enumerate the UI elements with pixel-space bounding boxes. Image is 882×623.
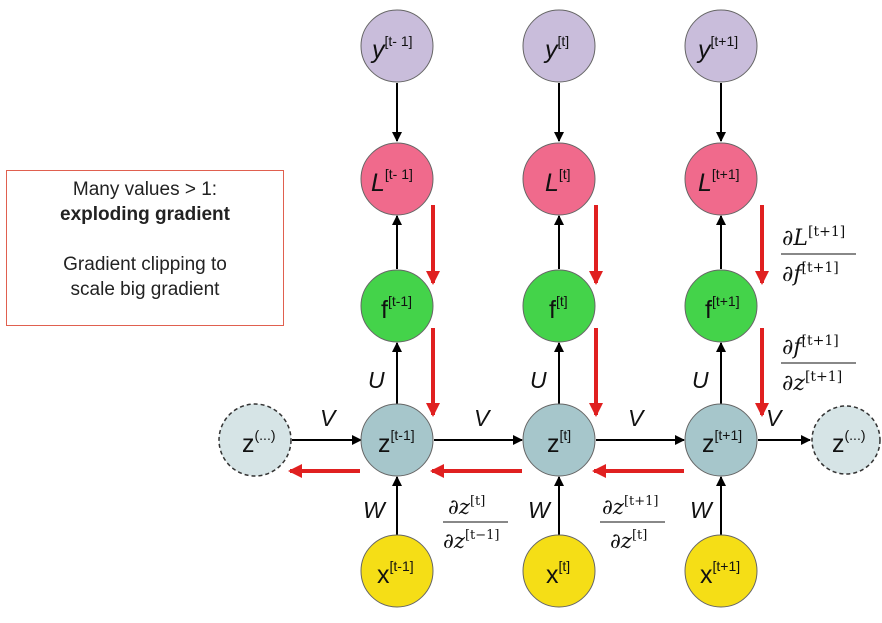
weight-w-2: W — [528, 497, 552, 523]
f-node-2 — [522, 269, 596, 343]
x-label-1: x[t-1] — [377, 558, 414, 589]
z-label-3: z[t+1] — [702, 427, 742, 458]
svg-text:∂z[t]: ∂z[t] — [610, 528, 647, 553]
z-node-next — [811, 405, 881, 475]
weight-w-3: W — [690, 497, 714, 523]
weight-w-1: W — [363, 497, 387, 523]
x-label-3: x[t+1] — [700, 558, 740, 589]
weight-v-3: V — [628, 405, 646, 431]
y-label-1: y[t- 1] — [370, 33, 413, 64]
weight-u-1: U — [368, 367, 385, 393]
z-label-1: z[t-1] — [378, 427, 415, 458]
weight-u-2: U — [530, 367, 547, 393]
z-node-1 — [360, 403, 434, 477]
weight-u-3: U — [692, 367, 709, 393]
loss-node-1 — [360, 142, 434, 216]
output-nodes: y[t- 1] y[t] y[t+1] — [360, 9, 758, 83]
svg-text:∂f[t+1]: ∂f[t+1] — [782, 260, 839, 287]
hidden-nodes: z(...) z[t-1] z[t] z[t+1] z(...) — [218, 403, 881, 477]
gradient-dL-df: ∂L[t+1] ∂f[t+1] — [781, 224, 856, 287]
y-label-2: y[t] — [543, 33, 569, 64]
loss-label-2: L[t] — [545, 166, 571, 197]
weight-v-4: V — [766, 405, 784, 431]
x-label-2: x[t] — [546, 558, 570, 589]
weight-v-1: V — [320, 405, 338, 431]
z-label-prev: z(...) — [242, 427, 276, 458]
z-label-2: z[t] — [547, 427, 571, 458]
weight-labels: U U U V V V V W W W — [320, 367, 784, 523]
svg-text:∂z[t]: ∂z[t] — [448, 494, 485, 519]
z-label-next: z(...) — [832, 427, 866, 458]
loss-label-1: L[t- 1] — [371, 166, 413, 197]
f-node-3 — [684, 269, 758, 343]
x-node-2 — [522, 534, 596, 608]
y-node-3 — [684, 9, 758, 83]
loss-node-2 — [522, 142, 596, 216]
f-label-2: f[t] — [549, 293, 568, 324]
note-line-3: Gradient clipping to — [63, 254, 227, 275]
gradient-df-dz: ∂f[t+1] ∂z[t+1] — [781, 333, 856, 396]
svg-text:∂z[t−1]: ∂z[t−1] — [443, 528, 499, 553]
z-node-2 — [522, 403, 596, 477]
y-node-2 — [522, 9, 596, 83]
note-line-4: scale big gradient — [70, 279, 220, 300]
note-line-2: exploding gradient — [60, 204, 230, 225]
svg-text:∂z[t+1]: ∂z[t+1] — [782, 369, 842, 396]
f-node-1 — [360, 269, 434, 343]
activation-nodes: f[t-1] f[t] f[t+1] — [360, 269, 758, 343]
note-line-1: Many values > 1: — [72, 179, 218, 200]
weight-v-2: V — [474, 405, 492, 431]
svg-text:∂L[t+1]: ∂L[t+1] — [782, 224, 845, 251]
forward-arrows — [292, 83, 811, 538]
loss-node-3 — [684, 142, 758, 216]
note-box: Many values > 1: exploding gradient Grad… — [6, 170, 284, 326]
y-node-1 — [360, 9, 434, 83]
gradient-dz-dz-1: ∂z[t] ∂z[t−1] — [443, 494, 508, 553]
input-nodes: x[t-1] x[t] x[t+1] — [360, 534, 758, 608]
z-node-3 — [684, 403, 758, 477]
backprop-arrows — [288, 205, 769, 478]
svg-text:∂f[t+1]: ∂f[t+1] — [782, 333, 839, 360]
f-label-3: f[t+1] — [705, 293, 740, 324]
loss-nodes: L[t- 1] L[t] L[t+1] — [360, 142, 758, 216]
gradient-dz-dz-2: ∂z[t+1] ∂z[t] — [600, 494, 665, 553]
loss-label-3: L[t+1] — [698, 166, 740, 197]
f-label-1: f[t-1] — [381, 293, 412, 324]
x-node-1 — [360, 534, 434, 608]
y-label-3: y[t+1] — [696, 33, 738, 64]
svg-text:∂z[t+1]: ∂z[t+1] — [602, 494, 658, 519]
z-node-prev — [218, 403, 292, 477]
x-node-3 — [684, 534, 758, 608]
